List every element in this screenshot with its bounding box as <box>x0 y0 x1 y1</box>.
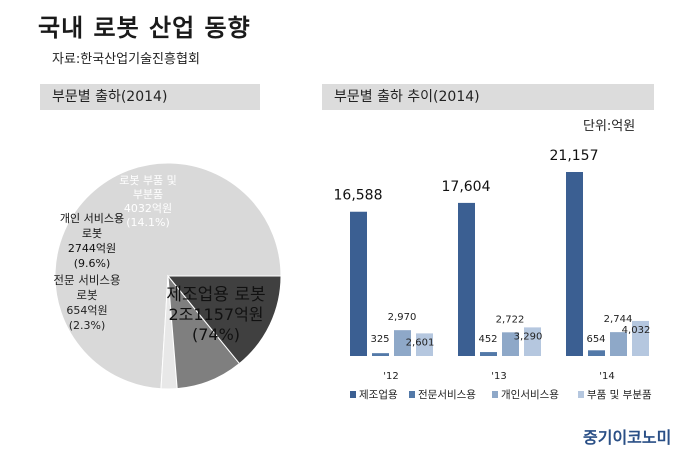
page-title: 국내 로봇 산업 동향 <box>38 14 251 42</box>
bar-manufacturing <box>458 202 475 356</box>
pie-label-percent: (74%) <box>192 325 240 344</box>
pie-label-name: 제조업용 로봇 <box>166 285 265 305</box>
pie-panel-title: 부문별 출하(2014) <box>40 84 260 110</box>
legend-label: 제조업용 <box>359 388 398 401</box>
legend-label: 개인서비스용 <box>501 389 559 401</box>
bar-value-label: 2,601 <box>406 337 435 348</box>
bar-personal-service <box>610 332 627 356</box>
bar-value-label: 3,290 <box>514 331 543 342</box>
legend-label: 부품 및 부분품 <box>587 389 652 401</box>
bar-panel-title: 부문별 출하 추이(2014) <box>322 84 654 110</box>
bar-parts <box>416 333 433 356</box>
bar-value-label: 4,032 <box>622 325 651 336</box>
bar-value-label: 654 <box>586 334 605 345</box>
pie-label-percent: (2.3%) <box>69 319 106 332</box>
pie-label-name: 부분품 <box>133 188 163 201</box>
bar-professional-service <box>372 353 389 356</box>
bar-manufacturing <box>350 211 367 356</box>
pie-slice-personal-service <box>167 274 241 390</box>
legend-swatch <box>492 391 498 398</box>
brand-logo: 중기이코노미 <box>583 428 672 447</box>
unit-label: 단위:억원 <box>583 119 636 134</box>
legend-swatch <box>409 391 415 398</box>
bar-value-label: 17,604 <box>442 179 491 195</box>
bar-value-label: 325 <box>370 334 389 345</box>
bar-manufacturing <box>566 172 583 356</box>
bar-personal-service <box>502 332 519 356</box>
bar-parts <box>632 320 649 356</box>
source-note: 자료:한국산업기술진흥협회 <box>52 52 200 67</box>
bar-value-label: 2,970 <box>388 312 417 323</box>
pie-slice-manufacturing <box>54 162 282 390</box>
x-tick-label: '12 <box>383 371 398 382</box>
bar-value-label: 2,744 <box>604 314 633 325</box>
pie-label-percent: (9.6%) <box>74 257 111 270</box>
bar-professional-service <box>480 352 497 356</box>
legend-swatch <box>350 391 356 398</box>
bar-value-label: 2,722 <box>496 314 525 325</box>
legend-swatch <box>578 391 584 398</box>
pie-label-percent: (14.1%) <box>126 216 170 229</box>
pie-label-name: 로봇 <box>76 288 97 302</box>
pie-label-name: 로봇 부품 및 <box>119 174 177 187</box>
bar-parts <box>524 327 541 356</box>
pie-label-value: 654억원 <box>66 304 107 317</box>
pie-label-value: 2744억원 <box>68 242 116 255</box>
x-tick-label: '13 <box>491 371 506 382</box>
pie-label-name: 개인 서비스용 <box>60 212 124 225</box>
bar-professional-service <box>588 350 605 356</box>
x-tick-label: '14 <box>599 371 614 382</box>
pie-slice-parts <box>166 275 282 365</box>
pie-label-name: 로봇 <box>82 227 102 240</box>
bar-value-label: 21,157 <box>550 148 599 164</box>
pie-label-value: 2조1157억원 <box>168 305 263 324</box>
bar-value-label: 452 <box>478 334 497 345</box>
bar-personal-service <box>394 330 411 356</box>
pie-label-value: 4032억원 <box>124 202 172 215</box>
legend-label: 전문서비스용 <box>418 389 476 401</box>
pie-label-name: 전문 서비스용 <box>53 273 120 287</box>
bar-value-label: 16,588 <box>334 188 383 204</box>
pie-slice-professional-service <box>160 275 178 390</box>
